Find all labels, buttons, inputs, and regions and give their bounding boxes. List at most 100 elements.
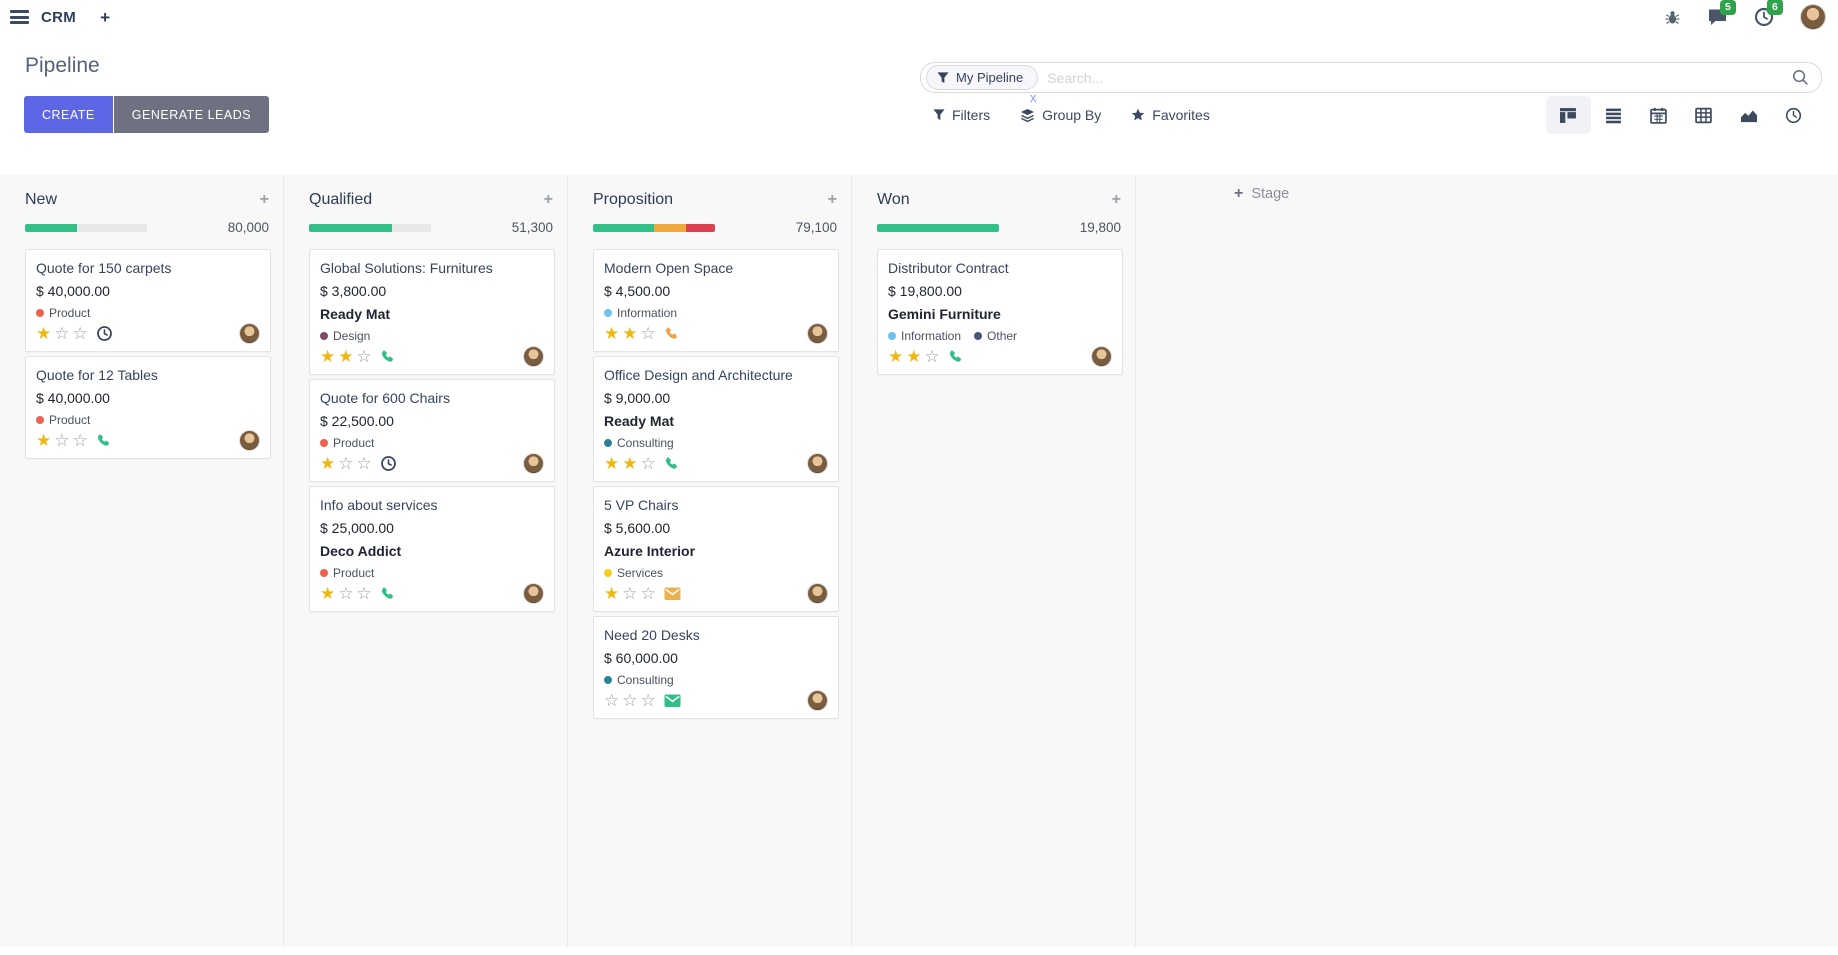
card-amount: $ 40,000.00 bbox=[36, 283, 110, 299]
activities-clock-icon[interactable]: 6 bbox=[1754, 0, 1783, 27]
salesperson-avatar[interactable] bbox=[523, 583, 544, 604]
progress-bar[interactable] bbox=[309, 223, 431, 232]
progress-segment[interactable] bbox=[593, 223, 654, 232]
view-kanban-button[interactable] bbox=[1546, 96, 1591, 134]
add-tab-icon[interactable]: + bbox=[100, 7, 110, 27]
generate-leads-button[interactable]: GENERATE LEADS bbox=[113, 96, 270, 133]
progress-bar[interactable] bbox=[593, 223, 715, 232]
salesperson-avatar[interactable] bbox=[523, 453, 544, 474]
star-empty-icon[interactable]: ☆ bbox=[924, 347, 940, 366]
salesperson-avatar[interactable] bbox=[807, 690, 828, 711]
kanban-card[interactable]: Need 20 Desks $ 60,000.00 Consulting ☆ ☆ ☆ bbox=[593, 616, 839, 719]
activity-indicator[interactable] bbox=[948, 349, 964, 365]
quick-create-icon[interactable]: + bbox=[827, 191, 837, 208]
star-filled-icon[interactable]: ★ bbox=[622, 454, 638, 473]
star-filled-icon[interactable]: ★ bbox=[604, 584, 620, 603]
star-empty-icon[interactable]: ☆ bbox=[72, 431, 88, 450]
star-filled-icon[interactable]: ★ bbox=[888, 347, 904, 366]
quick-create-icon[interactable]: + bbox=[1111, 191, 1121, 208]
salesperson-avatar[interactable] bbox=[807, 323, 828, 344]
salesperson-avatar[interactable] bbox=[523, 346, 544, 367]
star-empty-icon[interactable]: ☆ bbox=[640, 324, 656, 343]
star-empty-icon[interactable]: ☆ bbox=[640, 691, 656, 710]
add-stage-button[interactable]: + Stage bbox=[1234, 175, 1289, 203]
messages-icon[interactable]: 5 bbox=[1707, 0, 1736, 27]
create-button[interactable]: CREATE bbox=[24, 96, 113, 133]
star-filled-icon[interactable]: ★ bbox=[622, 324, 638, 343]
progress-bar[interactable] bbox=[877, 223, 999, 232]
star-empty-icon[interactable]: ☆ bbox=[622, 584, 638, 603]
search-input[interactable] bbox=[1047, 69, 1792, 86]
star-empty-icon[interactable]: ☆ bbox=[640, 454, 656, 473]
star-filled-icon[interactable]: ★ bbox=[604, 454, 620, 473]
activity-indicator[interactable] bbox=[664, 693, 681, 708]
activity-indicator[interactable] bbox=[380, 586, 396, 602]
activity-indicator[interactable] bbox=[380, 349, 396, 365]
kanban-card[interactable]: Info about services $ 25,000.00 Deco Addic… bbox=[309, 486, 555, 612]
search-facet-my-pipeline[interactable]: My Pipeline bbox=[926, 65, 1039, 90]
star-empty-icon[interactable]: ☆ bbox=[356, 584, 372, 603]
kanban-card[interactable]: Quote for 600 Chairs $ 22,500.00 Product ★ ☆… bbox=[309, 379, 555, 482]
card-amount: $ 5,600.00 bbox=[604, 520, 671, 536]
favorites-menu[interactable]: Favorites bbox=[1131, 107, 1210, 123]
kanban-card[interactable]: Office Design and Architecture $ 9,000.00… bbox=[593, 356, 839, 482]
kanban-card[interactable]: 5 VP Chairs $ 5,600.00 Azure Interior Servi… bbox=[593, 486, 839, 612]
star-empty-icon[interactable]: ☆ bbox=[54, 324, 70, 343]
kanban-card[interactable]: Distributor Contract $ 19,800.00 Gemini Fu… bbox=[877, 249, 1123, 375]
progress-segment[interactable] bbox=[654, 223, 686, 232]
app-name[interactable]: CRM bbox=[41, 8, 77, 26]
kanban-card[interactable]: Global Solutions: Furnitures $ 3,800.00 Re… bbox=[309, 249, 555, 375]
card-title: Quote for 12 Tables bbox=[36, 367, 158, 383]
activity-indicator[interactable] bbox=[380, 455, 397, 472]
search-icon[interactable] bbox=[1792, 69, 1809, 86]
user-avatar[interactable] bbox=[1800, 4, 1826, 30]
kanban-card[interactable]: Quote for 150 carpets $ 40,000.00 Product ★… bbox=[25, 249, 271, 352]
facet-remove-icon[interactable]: x bbox=[1030, 90, 1037, 105]
view-activity-button[interactable] bbox=[1771, 96, 1816, 134]
star-filled-icon[interactable]: ★ bbox=[604, 324, 620, 343]
star-filled-icon[interactable]: ★ bbox=[320, 347, 336, 366]
star-filled-icon[interactable]: ★ bbox=[906, 347, 922, 366]
view-calendar-button[interactable] bbox=[1636, 96, 1681, 134]
star-empty-icon[interactable]: ☆ bbox=[356, 347, 372, 366]
view-pivot-button[interactable] bbox=[1681, 96, 1726, 134]
activity-indicator[interactable] bbox=[664, 326, 680, 342]
quick-create-icon[interactable]: + bbox=[259, 191, 269, 208]
salesperson-avatar[interactable] bbox=[239, 323, 260, 344]
filters-menu[interactable]: Filters bbox=[933, 107, 990, 123]
salesperson-avatar[interactable] bbox=[1091, 346, 1112, 367]
activity-indicator[interactable] bbox=[664, 456, 680, 472]
progress-segment[interactable] bbox=[25, 223, 78, 232]
star-filled-icon[interactable]: ★ bbox=[338, 347, 354, 366]
progress-bar[interactable] bbox=[25, 223, 147, 232]
star-empty-icon[interactable]: ☆ bbox=[54, 431, 70, 450]
debug-bug-icon[interactable] bbox=[1664, 9, 1681, 26]
star-empty-icon[interactable]: ☆ bbox=[622, 691, 638, 710]
star-filled-icon[interactable]: ★ bbox=[320, 454, 336, 473]
progress-segment[interactable] bbox=[685, 223, 715, 232]
star-empty-icon[interactable]: ☆ bbox=[338, 454, 354, 473]
salesperson-avatar[interactable] bbox=[807, 583, 828, 604]
progress-segment[interactable] bbox=[309, 223, 392, 232]
kanban-card[interactable]: Modern Open Space $ 4,500.00 Information ★ ★… bbox=[593, 249, 839, 352]
activity-indicator[interactable] bbox=[664, 586, 681, 601]
view-graph-button[interactable] bbox=[1726, 96, 1771, 134]
star-empty-icon[interactable]: ☆ bbox=[604, 691, 620, 710]
apps-menu-icon[interactable] bbox=[10, 10, 29, 24]
star-filled-icon[interactable]: ★ bbox=[36, 324, 52, 343]
salesperson-avatar[interactable] bbox=[239, 430, 260, 451]
star-empty-icon[interactable]: ☆ bbox=[640, 584, 656, 603]
star-empty-icon[interactable]: ☆ bbox=[356, 454, 372, 473]
star-filled-icon[interactable]: ★ bbox=[36, 431, 52, 450]
salesperson-avatar[interactable] bbox=[807, 453, 828, 474]
star-filled-icon[interactable]: ★ bbox=[320, 584, 336, 603]
view-list-button[interactable] bbox=[1591, 96, 1636, 134]
star-empty-icon[interactable]: ☆ bbox=[72, 324, 88, 343]
group-by-menu[interactable]: Group By bbox=[1020, 107, 1101, 123]
progress-segment[interactable] bbox=[877, 223, 999, 232]
star-empty-icon[interactable]: ☆ bbox=[338, 584, 354, 603]
quick-create-icon[interactable]: + bbox=[543, 191, 553, 208]
kanban-card[interactable]: Quote for 12 Tables $ 40,000.00 Product ★ ☆ ☆ bbox=[25, 356, 271, 459]
activity-indicator[interactable] bbox=[96, 433, 112, 449]
activity-indicator[interactable] bbox=[96, 325, 113, 342]
